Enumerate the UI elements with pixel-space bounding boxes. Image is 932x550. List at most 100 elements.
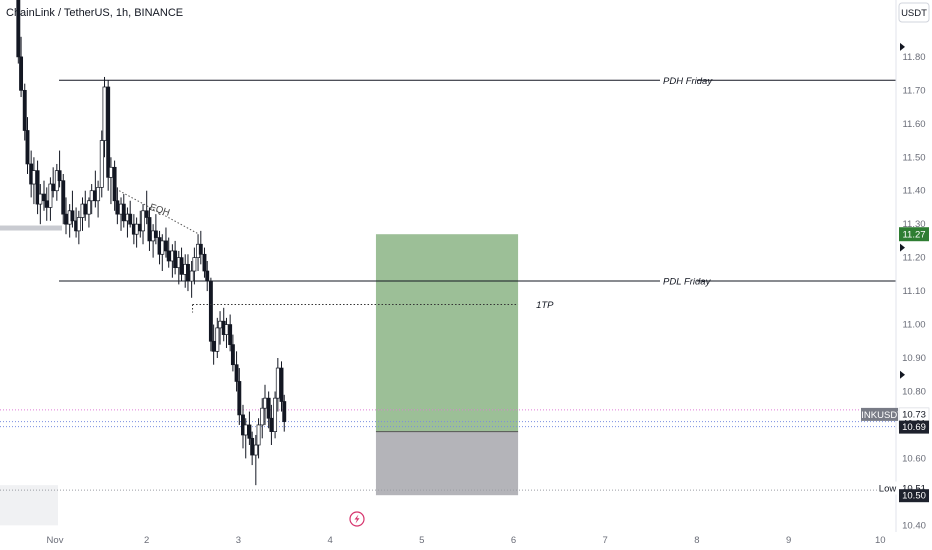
eqh-label: EQH [148, 202, 171, 219]
candle-body [173, 250, 178, 269]
candle-body [215, 327, 220, 352]
loss-zone[interactable] [375, 431, 519, 496]
candle-body [273, 397, 278, 432]
symbol-tag-text: LINKUSDT [856, 410, 903, 421]
candle-body [202, 253, 207, 272]
candle-body [102, 86, 107, 141]
lightning-icon[interactable] [349, 511, 365, 527]
left-range-marker [0, 225, 62, 231]
candle-body [189, 270, 194, 282]
x-tick-label: 7 [603, 535, 608, 546]
candle-body [186, 263, 190, 282]
currency-badge[interactable] [898, 2, 930, 23]
candle-body [106, 86, 111, 178]
candle-body [208, 280, 213, 342]
candle-body [134, 223, 139, 235]
y-tick-label: 10.40 [902, 520, 926, 531]
candle-body [260, 407, 265, 426]
candle-body [128, 213, 133, 225]
y-tick-label: 10.60 [902, 453, 926, 464]
candle-body [16, 0, 21, 58]
eqh-line[interactable] [118, 190, 200, 235]
candle-body [144, 210, 149, 218]
level-lines: PDH Friday PDL Friday [0, 76, 896, 491]
y-tick-label: 11.30 [902, 219, 925, 230]
candle-body [253, 444, 258, 456]
x-tick-label: 4 [327, 535, 332, 546]
y-tick-label: 11.10 [902, 286, 925, 297]
candle-body [64, 213, 68, 225]
candle-body [51, 183, 56, 192]
y-tick-label: 11.70 [902, 85, 925, 96]
candle-body [256, 424, 261, 446]
price-level-text: 10.69 [902, 422, 926, 433]
level-label: PDL Friday [663, 277, 712, 288]
candle-body [121, 203, 126, 222]
currency-label: USDT [901, 8, 927, 19]
candle-body [263, 397, 267, 409]
candle-body [99, 140, 104, 188]
y-tick-label: 10.90 [902, 353, 926, 364]
candle-body [247, 424, 252, 439]
candle-body [275, 367, 280, 399]
candle-body [112, 166, 117, 202]
alert-arrow-icon[interactable] [900, 370, 905, 379]
level-label: PDH Friday [663, 76, 713, 87]
y-tick-label: 11.00 [902, 320, 925, 331]
price-tags: 11.27LINKUSDT10.7346:0110.69Low10.5110.5… [856, 227, 930, 503]
candle-body [25, 130, 30, 165]
candle-body [38, 193, 43, 205]
y-tick-label: 11.50 [902, 152, 925, 163]
candle-body [108, 166, 113, 178]
candle-body [22, 89, 27, 131]
candle-body [250, 437, 255, 456]
candle-body [230, 344, 235, 366]
symbol-tag [861, 407, 898, 421]
candle-body [234, 364, 239, 382]
x-tick-label: 5 [419, 535, 424, 546]
price-axis[interactable]: USDT 11.80 11.70 11.60 11.50 11.40 11.30 11.20 1… [895, 0, 930, 532]
x-tick-label: 6 [511, 535, 516, 546]
alert-arrow-icon[interactable] [900, 42, 905, 51]
candle-body [70, 210, 75, 222]
candle-body [89, 190, 94, 202]
candle-body [61, 180, 66, 215]
candle-body [57, 170, 62, 182]
last-price-text: 10.73 [902, 409, 926, 420]
profit-zone[interactable] [375, 234, 519, 432]
x-tick-label: Nov [47, 535, 64, 546]
low-tag [877, 481, 898, 495]
candle-body [96, 187, 101, 202]
candle-body [31, 170, 36, 185]
time-axis[interactable]: Nov 2 3 4 5 6 7 8 9 10 [47, 535, 886, 546]
price-level-tag [899, 489, 929, 503]
x-tick-label: 3 [236, 535, 241, 546]
tp-label: 1TP [536, 300, 554, 311]
candle-body [44, 200, 49, 208]
x-tick-label: 8 [694, 535, 699, 546]
candle-body [76, 217, 81, 232]
symbol-title[interactable]: ChainLink / TetherUS, 1h, BINANCE [6, 7, 184, 19]
candle-body [211, 340, 216, 352]
candle-body [279, 367, 284, 402]
candle-body [42, 193, 46, 202]
candle-body [243, 424, 248, 436]
target-price-tag [899, 227, 929, 242]
candle-body [237, 381, 242, 416]
y-tick-label: 11.20 [902, 253, 925, 264]
lightning-glyph [354, 514, 360, 524]
candle-body [269, 417, 274, 432]
low-tag-text: Low [879, 484, 897, 495]
x-tick-label: 10 [875, 535, 886, 546]
candles [16, 0, 287, 486]
candle-body [164, 240, 168, 252]
alert-arrow-icon[interactable] [900, 243, 905, 252]
candle-body [166, 250, 171, 262]
candle-body [141, 210, 145, 232]
candle-body [198, 243, 203, 255]
candle-body [192, 257, 197, 272]
y-tick-label: 11.60 [902, 119, 925, 130]
price-level-tag [899, 420, 929, 434]
